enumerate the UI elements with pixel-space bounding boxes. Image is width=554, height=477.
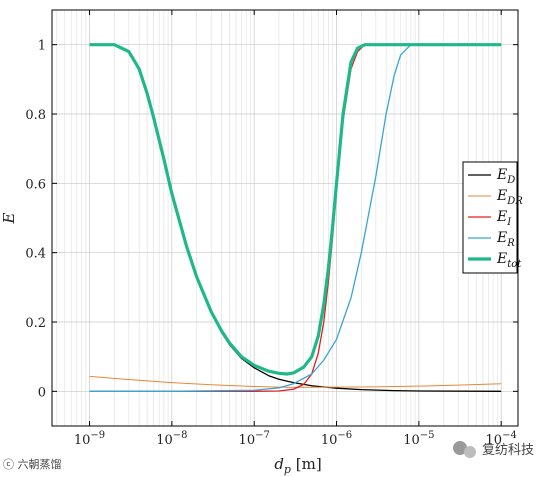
x-axis-label: dp [m] bbox=[274, 455, 321, 476]
y-tick-label: 0.4 bbox=[25, 247, 46, 262]
axes-frame bbox=[51, 9, 519, 427]
watermark-left: ⓒ 六朝蒸馏 bbox=[3, 457, 62, 471]
x-tick-label: 10−5 bbox=[403, 430, 434, 448]
legend-label-e-dr: EDR bbox=[496, 188, 523, 207]
y-axis-label: E bbox=[0, 212, 18, 224]
series-lines bbox=[89, 43, 502, 392]
series-line-e-i bbox=[89, 44, 502, 392]
x-tick-label: 10−8 bbox=[156, 430, 187, 448]
series-line-e-dr bbox=[89, 375, 502, 388]
watermark-right: 复纺科技 bbox=[453, 441, 534, 458]
y-tick-label: 0.6 bbox=[25, 177, 46, 192]
legend: ED EDR EI ER Etot bbox=[462, 161, 523, 274]
x-tick-label: 10−7 bbox=[239, 430, 270, 448]
watermark-right-text: 复纺科技 bbox=[482, 443, 534, 458]
y-axis-ticks: 0 0.2 0.4 0.6 0.8 1 bbox=[25, 39, 518, 400]
legend-label-e-tot: Etot bbox=[496, 251, 522, 270]
legend-label-e-r: ER bbox=[496, 230, 515, 249]
wechat-logo-icon bbox=[453, 441, 476, 458]
x-axis-ticks: 10−9 10−8 10−7 10−6 10−5 10−4 bbox=[74, 10, 517, 448]
y-tick-label: 0.8 bbox=[25, 108, 46, 123]
series-line-e-d bbox=[89, 44, 502, 392]
x-tick-label: 10−9 bbox=[74, 430, 105, 448]
y-tick-label: 1 bbox=[38, 39, 46, 54]
x-tick-label: 10−6 bbox=[321, 430, 352, 448]
series-line-e-r bbox=[89, 44, 502, 392]
legend-label-e-i: EI bbox=[496, 209, 512, 228]
watermark-left-text: ⓒ 六朝蒸馏 bbox=[3, 457, 62, 471]
y-tick-label: 0.2 bbox=[25, 316, 46, 331]
y-tick-label: 0 bbox=[38, 385, 46, 400]
legend-label-e-d: ED bbox=[496, 167, 515, 186]
grid bbox=[52, 10, 518, 426]
plot-frame bbox=[51, 9, 519, 427]
x-tick-label: 10−4 bbox=[486, 430, 517, 448]
series-line-e-tot bbox=[89, 43, 502, 376]
